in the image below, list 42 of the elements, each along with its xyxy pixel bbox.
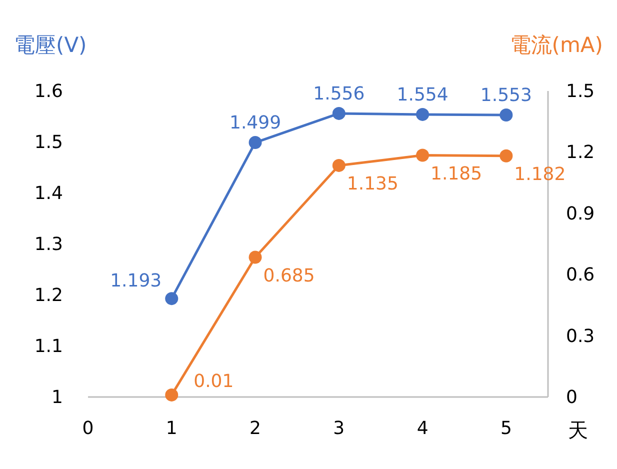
y-tick-label: 1 bbox=[52, 387, 63, 408]
y-tick-label: 1.3 bbox=[34, 234, 63, 255]
point bbox=[248, 136, 262, 150]
y-tick-label: 1.2 bbox=[34, 285, 63, 306]
y-axis-title: 電壓(V) bbox=[14, 33, 87, 57]
point bbox=[416, 148, 430, 162]
x-tick-label: 5 bbox=[500, 418, 512, 439]
point bbox=[416, 108, 430, 121]
y-tick-label: 1.6 bbox=[34, 81, 63, 102]
point bbox=[500, 108, 513, 122]
x-tick-label: 4 bbox=[416, 418, 428, 439]
x-tick-label: 3 bbox=[333, 418, 345, 439]
data-label: 0.01 bbox=[194, 370, 234, 392]
x-tick-label: 1 bbox=[166, 418, 178, 439]
data-label: 0.685 bbox=[263, 265, 315, 286]
data-label: 1.499 bbox=[230, 112, 282, 134]
x-tick-label: 2 bbox=[250, 418, 261, 439]
x-tick-label: 0 bbox=[82, 418, 94, 439]
y-tick-label: 1.1 bbox=[34, 336, 63, 357]
data-label: 1.554 bbox=[396, 84, 448, 106]
point bbox=[332, 106, 346, 120]
y2-tick-label: 1.2 bbox=[566, 142, 595, 164]
y2-tick-label: 0.9 bbox=[566, 203, 595, 224]
y2-tick-label: 1.5 bbox=[566, 81, 595, 102]
data-label: 1.135 bbox=[346, 173, 398, 194]
y2-tick-label: 0.3 bbox=[566, 326, 595, 347]
y2-tick-label: 0 bbox=[566, 387, 578, 408]
y2-axis-title: 電流(mA) bbox=[510, 33, 603, 57]
point bbox=[500, 149, 513, 162]
point bbox=[332, 158, 346, 172]
point bbox=[165, 292, 178, 306]
data-label: 1.553 bbox=[480, 84, 532, 106]
data-label: 1.556 bbox=[313, 83, 365, 104]
y2-tick-label: 0.6 bbox=[566, 264, 595, 286]
y-tick-label: 1.5 bbox=[34, 132, 63, 153]
y-tick-label: 1.4 bbox=[34, 183, 63, 204]
x-axis-title: 天 bbox=[568, 418, 588, 442]
data-label: 1.193 bbox=[110, 270, 162, 292]
data-label: 1.182 bbox=[514, 164, 566, 185]
point bbox=[165, 388, 178, 402]
data-label: 1.185 bbox=[430, 163, 482, 184]
point bbox=[248, 250, 262, 264]
